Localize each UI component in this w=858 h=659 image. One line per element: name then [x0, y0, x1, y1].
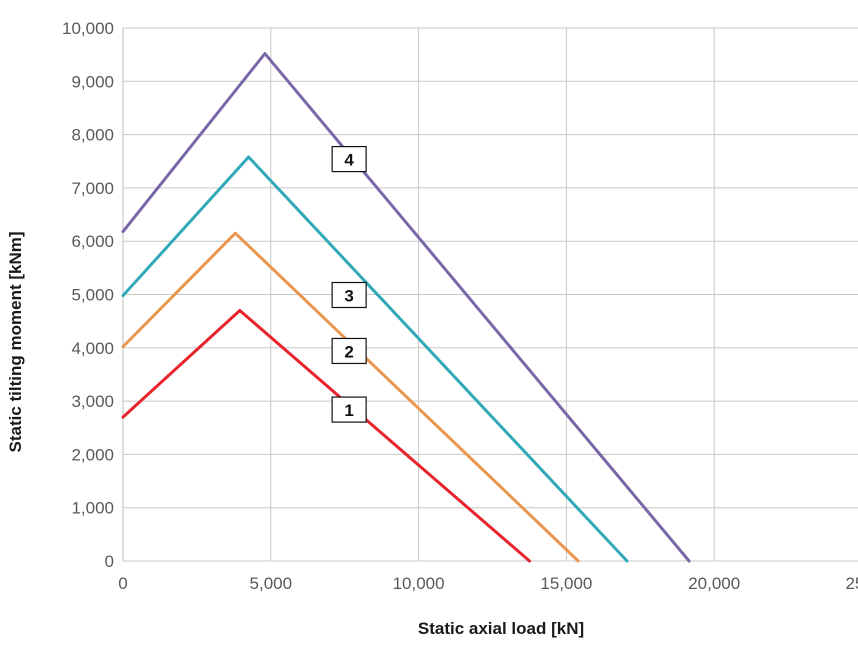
- curve-label-text: 3: [344, 287, 353, 306]
- curve-label-2: 2: [331, 337, 367, 365]
- y-tick-label: 10,000: [62, 19, 114, 38]
- series-line-3: [121, 155, 629, 563]
- tick-labels: 0 1,000 2,000 3,000 4,000 5,000 6,000 7,000 8,00…: [62, 19, 858, 593]
- curve-label-text: 1: [344, 401, 353, 420]
- x-tick-label: 5,000: [250, 574, 293, 593]
- x-tick-label: 10,000: [393, 574, 445, 593]
- y-tick-label: 5,000: [71, 286, 114, 305]
- y-tick-label: 6,000: [71, 232, 114, 251]
- series-line-1: [121, 309, 531, 563]
- series-line-2: [121, 231, 580, 563]
- curve-label-text: 4: [344, 151, 354, 170]
- x-tick-label: 0: [118, 574, 127, 593]
- x-axis-title: Static axial load [kN]: [418, 619, 584, 638]
- curve-label-3: 3: [331, 281, 367, 309]
- series-group: [121, 52, 691, 563]
- y-tick-label: 0: [105, 552, 114, 571]
- curve-label-box: [331, 396, 367, 423]
- curve-label-1: 1: [331, 396, 367, 423]
- curve-label-box: [331, 337, 367, 365]
- y-tick-label: 3,000: [71, 392, 114, 411]
- y-axis-title: Static tilting moment [kNm]: [6, 231, 25, 452]
- curve-label-box: [331, 145, 367, 173]
- x-tick-label: 25,0: [845, 574, 858, 593]
- x-tick-label: 15,000: [540, 574, 592, 593]
- y-tick-label: 7,000: [71, 179, 114, 198]
- series-line-4: [121, 52, 691, 563]
- y-tick-label: 2,000: [71, 445, 114, 464]
- curve-label-text: 2: [344, 342, 353, 361]
- curve-label-box: [331, 281, 367, 309]
- y-tick-label: 8,000: [71, 126, 114, 145]
- x-tick-label: 20,000: [688, 574, 740, 593]
- y-tick-label: 4,000: [71, 339, 114, 358]
- y-tick-label: 1,000: [71, 499, 114, 518]
- curve-label-4: 4: [331, 145, 367, 173]
- y-tick-label: 9,000: [71, 72, 114, 91]
- grid: [122, 27, 858, 562]
- curve-labels: 1 2 3 4: [331, 145, 367, 423]
